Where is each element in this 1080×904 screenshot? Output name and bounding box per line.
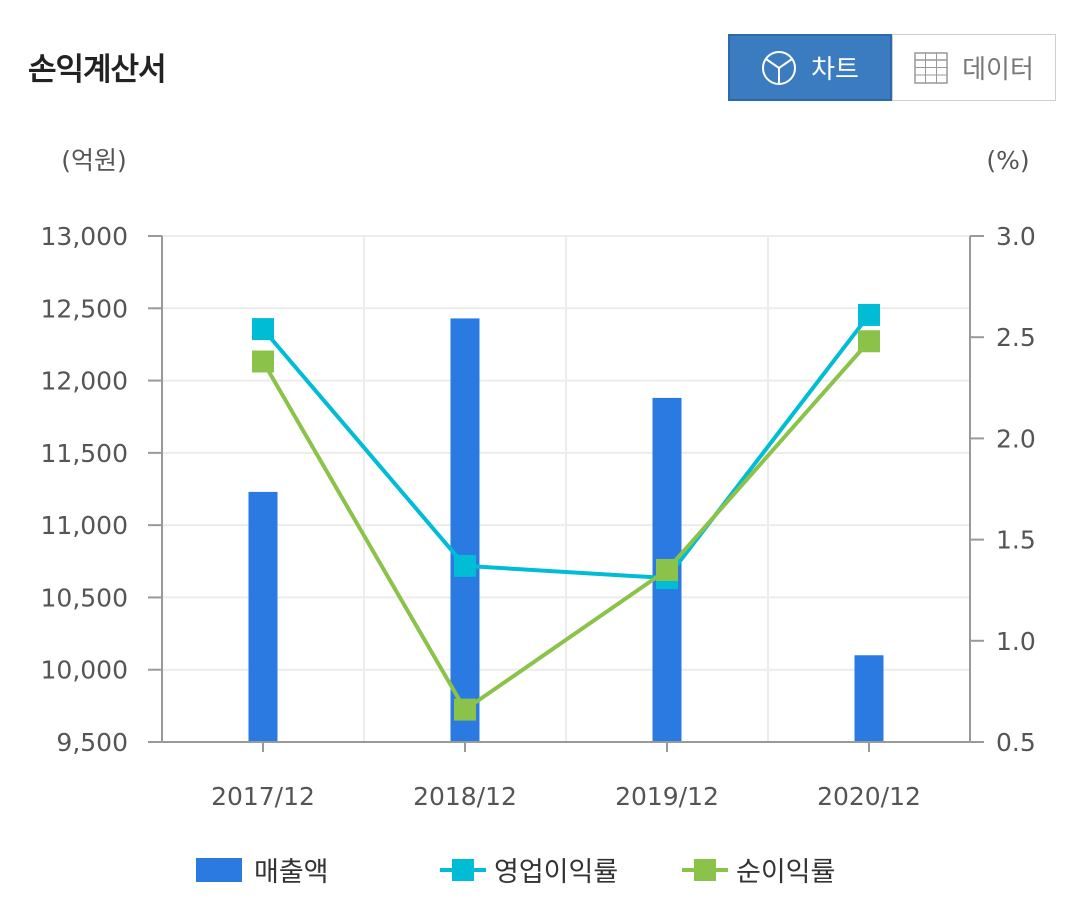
y-left-tick-label: 12,500 — [41, 294, 128, 323]
y-right-tick-label: 3.0 — [996, 222, 1036, 251]
y-left-tick-label: 11,500 — [41, 439, 128, 468]
legend-swatch-operating-margin — [440, 858, 486, 882]
legend-item-net-margin[interactable]: 순이익률 — [682, 850, 835, 889]
x-tick-label: 2019/12 — [615, 782, 719, 811]
y-left-tick-label: 11,000 — [41, 511, 128, 540]
table-icon — [914, 51, 948, 84]
marker-net-margin-2017-12[interactable] — [252, 350, 274, 373]
y-right-unit-label: (%) — [986, 146, 1029, 175]
marker-operating-margin-2020-12[interactable] — [858, 303, 880, 326]
legend-item-operating-margin[interactable]: 영업이익률 — [440, 850, 618, 889]
chart-legend: 매출액 영업이익률 순이익률 — [0, 850, 1080, 890]
marker-net-margin-2019-12[interactable] — [656, 558, 678, 581]
page-title: 손익계산서 — [28, 52, 167, 88]
y-left-tick-label: 10,000 — [41, 656, 128, 685]
marker-operating-margin-2017-12[interactable] — [252, 318, 274, 341]
chart-view-label: 차트 — [811, 55, 859, 85]
legend-label-revenue: 매출액 — [254, 857, 329, 888]
data-view-label: 데이터 — [962, 55, 1034, 85]
income-statement-chart: 9,500 10,000 10,500 11,000 11,500 12,000 12,50… — [41, 146, 1036, 811]
bar-revenue-2020-12[interactable] — [854, 655, 884, 742]
y-left-tick-label: 10,500 — [41, 583, 128, 612]
y-right-tick-label: 1.5 — [996, 526, 1036, 555]
y-left-tick-label: 13,000 — [41, 222, 128, 251]
pie-chart-icon — [762, 50, 797, 85]
legend-label-operating-margin: 영업이익률 — [494, 857, 619, 888]
legend-swatch-net-margin — [682, 858, 728, 882]
marker-net-margin-2018-12[interactable] — [454, 698, 476, 721]
x-tick-label: 2018/12 — [413, 782, 517, 811]
legend-label-net-margin: 순이익률 — [736, 857, 836, 888]
x-tick-label: 2017/12 — [211, 782, 315, 811]
y-left-tick-label: 12,000 — [41, 367, 128, 396]
bar-revenue-2017-12[interactable] — [248, 491, 278, 742]
data-view-button[interactable]: 데이터 — [892, 34, 1056, 101]
y-right-tick-label: 2.0 — [996, 424, 1036, 453]
y-right-tick-label: 1.0 — [996, 627, 1036, 656]
view-toggle: 차트 데이터 — [728, 34, 1056, 101]
bar-revenue-2018-12[interactable] — [450, 318, 480, 742]
y-left-unit-label: (억원) — [61, 146, 127, 175]
line-net-margin[interactable] — [261, 339, 871, 712]
chart-view-button[interactable]: 차트 — [728, 34, 892, 101]
marker-net-margin-2020-12[interactable] — [858, 330, 880, 353]
legend-swatch-revenue — [196, 857, 242, 882]
line-operating-margin[interactable] — [261, 313, 871, 581]
marker-operating-margin-2018-12[interactable] — [454, 554, 476, 577]
y-right-tick-label: 0.5 — [996, 728, 1036, 757]
x-tick-label: 2020/12 — [817, 782, 921, 811]
y-left-tick-label: 9,500 — [56, 728, 128, 757]
legend-item-revenue[interactable]: 매출액 — [196, 850, 329, 889]
y-right-tick-label: 2.5 — [996, 323, 1036, 352]
